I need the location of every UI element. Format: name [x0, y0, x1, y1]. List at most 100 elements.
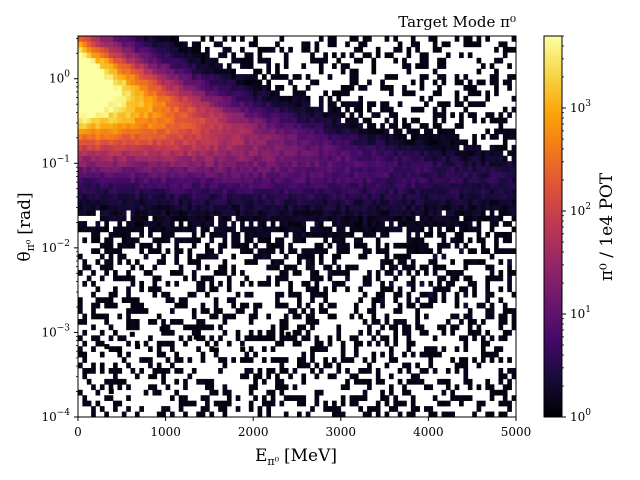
heatmap-cell [275, 215, 280, 222]
heatmap-cell [126, 297, 131, 303]
heatmap-cell [437, 248, 442, 255]
heatmap-cell [266, 389, 272, 396]
heatmap-cell [424, 248, 429, 255]
heatmap-cell [327, 231, 333, 238]
heatmap-cell [498, 112, 504, 118]
heatmap-cell [441, 411, 447, 418]
heatmap-cell [406, 150, 412, 157]
heatmap-cell [78, 362, 83, 369]
heatmap-cell [467, 248, 473, 255]
heatmap-cell [375, 150, 381, 157]
heatmap-cell [371, 68, 377, 75]
heatmap-cell [205, 248, 210, 255]
heatmap-cell [467, 172, 473, 178]
heatmap-cell [463, 150, 469, 157]
heatmap-cell [332, 215, 337, 222]
heatmap-cell [327, 139, 333, 146]
heatmap-cell [169, 199, 175, 206]
heatmap-cell [226, 313, 232, 320]
heatmap-cell [507, 280, 512, 287]
heatmap-cell [297, 259, 302, 265]
heatmap-cell [502, 302, 508, 309]
heatmap-cell [467, 101, 473, 108]
heatmap-cell [424, 199, 429, 206]
heatmap-cell [502, 210, 508, 216]
heatmap-cell [148, 46, 153, 53]
heatmap-cell [332, 221, 337, 227]
heatmap-cell [266, 90, 272, 97]
heatmap-cell [393, 215, 399, 222]
heatmap-cell [345, 193, 350, 200]
heatmap-cell [139, 242, 144, 249]
heatmap-cell [489, 291, 495, 298]
heatmap-cell [279, 242, 285, 249]
heatmap-cell [143, 144, 149, 151]
heatmap-cell [91, 182, 96, 189]
heatmap-cell [375, 193, 381, 200]
heatmap-cell [428, 248, 434, 255]
heatmap-cell [358, 128, 363, 135]
heatmap-cell [498, 319, 504, 325]
heatmap-cell [406, 210, 412, 216]
heatmap-cell [375, 373, 381, 380]
heatmap-cell [113, 155, 118, 162]
heatmap-cell [266, 253, 272, 260]
heatmap-cell [235, 128, 241, 135]
heatmap-cell [244, 144, 250, 151]
heatmap-cell [375, 411, 381, 418]
heatmap-cell [108, 264, 114, 271]
heatmap-cell [480, 182, 486, 189]
heatmap-cell [253, 210, 258, 216]
heatmap-cell [463, 340, 469, 347]
heatmap-cell [178, 395, 184, 401]
heatmap-cell [187, 253, 193, 260]
heatmap-cell [152, 319, 158, 325]
heatmap-cell [178, 117, 184, 124]
heatmap-cell [200, 155, 206, 162]
heatmap-cell [257, 139, 263, 146]
heatmap-cell [91, 406, 96, 412]
heatmap-cell [375, 133, 381, 140]
heatmap-cell [205, 144, 210, 151]
heatmap-cell [91, 84, 96, 91]
heatmap-cell [209, 210, 215, 216]
heatmap-cell [314, 133, 320, 140]
heatmap-cell [279, 199, 285, 206]
heatmap-cell [323, 286, 328, 293]
heatmap-cell [196, 188, 201, 195]
heatmap-cell [222, 313, 228, 320]
heatmap-cell [318, 231, 324, 238]
heatmap-cell [244, 106, 250, 113]
heatmap-cell [121, 79, 127, 86]
heatmap-cell [78, 139, 83, 146]
heatmap-cell [463, 346, 469, 352]
heatmap-cell [450, 221, 455, 227]
heatmap-cell [305, 280, 311, 287]
heatmap-cell [95, 389, 101, 396]
heatmap-cell [226, 95, 232, 102]
heatmap-cell [318, 150, 324, 157]
heatmap-cell [152, 237, 158, 244]
heatmap-cell [156, 259, 162, 265]
heatmap-cell [301, 210, 307, 216]
heatmap-cell [99, 68, 105, 75]
heatmap-cell [463, 264, 469, 271]
heatmap-cell [257, 248, 263, 255]
heatmap-cell [266, 400, 272, 407]
heatmap-cell [248, 313, 254, 320]
heatmap-cell [480, 177, 486, 184]
heatmap-cell [467, 215, 473, 222]
heatmap-cell [384, 133, 390, 140]
heatmap-cell [441, 161, 447, 167]
heatmap-cell [244, 133, 250, 140]
heatmap-cell [104, 242, 109, 249]
heatmap-cell [419, 204, 425, 211]
heatmap-cell [231, 172, 236, 178]
heatmap-cell [384, 411, 390, 418]
heatmap-cell [174, 90, 180, 97]
heatmap-cell [235, 74, 241, 80]
heatmap-cell [169, 411, 175, 418]
heatmap-cell [117, 177, 123, 184]
heatmap-cell [91, 128, 96, 135]
heatmap-cell [507, 193, 512, 200]
